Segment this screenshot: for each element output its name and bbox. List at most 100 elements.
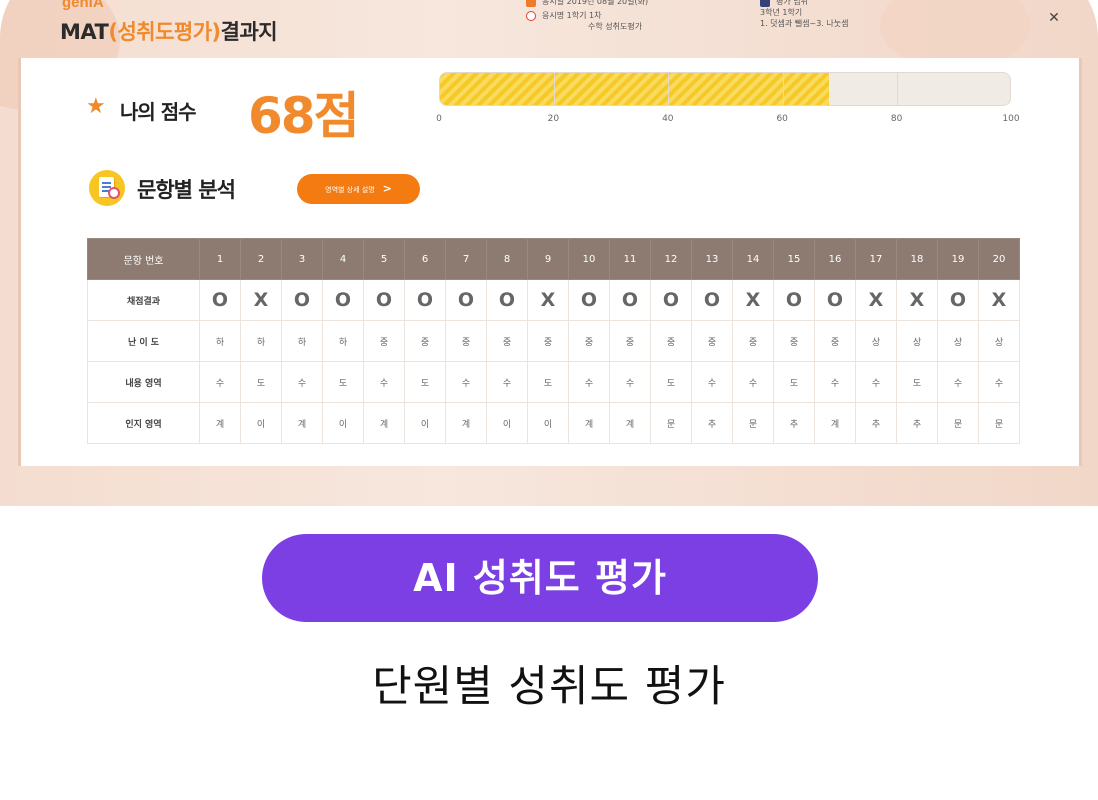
score-axis-tick: 40: [662, 114, 674, 124]
cognitive-area-cell: 이: [486, 402, 528, 444]
content-area-cell: 수: [568, 361, 610, 403]
question-number: 19: [937, 238, 979, 280]
content-area-cell: 수: [814, 361, 856, 403]
table-header-row: 문항 번호 1 2 3 4 5 6 7 8 9 10 11 12 13 14 15 16 17 18 19 20: [87, 238, 1020, 280]
table-header-label: 문항 번호: [87, 238, 200, 280]
result-mark: X: [240, 279, 282, 321]
difficulty-cell: 하: [322, 320, 364, 362]
analysis-title: 문항별 분석: [137, 178, 236, 202]
result-mark: O: [937, 279, 979, 321]
result-mark: O: [691, 279, 733, 321]
question-number: 7: [445, 238, 487, 280]
question-number: 18: [896, 238, 938, 280]
cognitive-area-cell: 계: [568, 402, 610, 444]
question-number: 10: [568, 238, 610, 280]
difficulty-cell: 상: [978, 320, 1020, 362]
question-number: 13: [691, 238, 733, 280]
difficulty-cell: 중: [773, 320, 815, 362]
chevron-right-icon: >: [382, 182, 392, 195]
content-area-cell: 수: [486, 361, 528, 403]
question-number: 20: [978, 238, 1020, 280]
result-paper: ★ 나의 점수 68점 0 20 40 60 80 100 문항별 분석 영역별 상세 설…: [18, 58, 1082, 466]
logo: genIA: [62, 0, 104, 11]
result-mark: O: [773, 279, 815, 321]
question-number: 5: [363, 238, 405, 280]
score-label: 나의 점수: [120, 100, 197, 124]
sheet-header: genIA MAT(성취도평가)결과지 응시일 2019년 08월 20일(화)…: [0, 0, 1098, 58]
cognitive-area-cell: 계: [281, 402, 323, 444]
question-number: 16: [814, 238, 856, 280]
content-area-cell: 도: [650, 361, 692, 403]
question-number: 8: [486, 238, 528, 280]
difficulty-cell: 상: [937, 320, 979, 362]
cognitive-area-cell: 이: [240, 402, 282, 444]
difficulty-cell: 하: [240, 320, 282, 362]
content-area-cell: 도: [240, 361, 282, 403]
content-area-cell: 수: [445, 361, 487, 403]
meta-scope: 평가 범위 3학년 1학기 1. 덧셈과 뺄셈~3. 나눗셈: [760, 0, 848, 29]
table-row-content-area: 내용 영역 수 도 수 도 수 도 수 수 도 수 수 도 수 수 도 수 수 도 수 수: [87, 361, 1020, 403]
question-number: 12: [650, 238, 692, 280]
title-prefix: MAT: [60, 20, 109, 44]
meta-scope-value1: 3학년 1학기: [760, 8, 803, 17]
result-mark: O: [281, 279, 323, 321]
content-area-cell: 도: [896, 361, 938, 403]
question-number: 4: [322, 238, 364, 280]
meta-date-text: 응시일 2019년 08월 20일(화): [542, 0, 649, 6]
cognitive-area-cell: 계: [609, 402, 651, 444]
cognitive-area-cell: 추: [855, 402, 897, 444]
meta-test-label: 응시명 1학기 1차: [542, 11, 602, 20]
cognitive-area-cell: 계: [199, 402, 241, 444]
difficulty-cell: 중: [691, 320, 733, 362]
close-icon[interactable]: ✕: [1048, 10, 1060, 26]
table-row-cognitive-area: 인지 영역 계 이 계 이 계 이 계 이 이 계 계 문 추 문 추 계 추 추 문 문: [87, 402, 1020, 444]
cognitive-area-cell: 이: [322, 402, 364, 444]
result-sheet-screenshot: genIA MAT(성취도평가)결과지 응시일 2019년 08월 20일(화)…: [0, 0, 1098, 506]
cognitive-area-cell: 문: [732, 402, 774, 444]
content-area-cell: 도: [773, 361, 815, 403]
meta-date: 응시일 2019년 08월 20일(화): [526, 0, 648, 7]
cognitive-area-cell: 계: [445, 402, 487, 444]
score-axis-tick: 20: [547, 114, 560, 124]
score-value: 68점: [248, 87, 360, 145]
cognitive-area-cell: 이: [404, 402, 446, 444]
difficulty-cell: 중: [404, 320, 446, 362]
difficulty-cell: 중: [609, 320, 651, 362]
title-suffix: 결과지: [220, 20, 278, 44]
content-area-cell: 수: [199, 361, 241, 403]
cognitive-area-cell: 추: [896, 402, 938, 444]
result-mark: O: [650, 279, 692, 321]
difficulty-cell: 중: [527, 320, 569, 362]
cognitive-area-cell: 이: [527, 402, 569, 444]
difficulty-cell: 중: [363, 320, 405, 362]
content-area-cell: 수: [363, 361, 405, 403]
result-mark: O: [322, 279, 364, 321]
result-mark: O: [486, 279, 528, 321]
question-number: 1: [199, 238, 241, 280]
cognitive-area-cell: 계: [814, 402, 856, 444]
question-analysis-table: 문항 번호 1 2 3 4 5 6 7 8 9 10 11 12 13 14 15 16 17 18 19 20 채점결…: [87, 238, 1020, 444]
difficulty-cell: 중: [568, 320, 610, 362]
meta-test-value: 수학 성취도평가: [588, 22, 643, 31]
magnifier-shape: [108, 187, 120, 199]
difficulty-cell: 하: [199, 320, 241, 362]
star-icon: ★: [86, 94, 106, 119]
result-mark: X: [527, 279, 569, 321]
content-area-cell: 수: [691, 361, 733, 403]
info-icon: [526, 10, 536, 21]
ai-assessment-badge: AI 성취도 평가: [262, 534, 818, 622]
meta-test: 응시명 1학기 1차 수학 성취도평가: [526, 10, 642, 32]
result-mark: O: [609, 279, 651, 321]
meta-scope-value2: 1. 덧셈과 뺄셈~3. 나눗셈: [760, 19, 849, 28]
meta-scope-label: 평가 범위: [776, 0, 808, 6]
sheet-title: MAT(성취도평가)결과지: [60, 16, 278, 46]
area-detail-button[interactable]: 영역별 상세 설명 >: [297, 174, 420, 204]
scope-icon: [760, 0, 770, 7]
result-mark: O: [445, 279, 487, 321]
row-label: 인지 영역: [87, 402, 200, 444]
area-detail-label: 영역별 상세 설명: [325, 186, 375, 194]
score-axis-tick: 100: [1002, 114, 1020, 124]
difficulty-cell: 중: [445, 320, 487, 362]
bar-divider: [783, 73, 784, 105]
content-area-cell: 도: [404, 361, 446, 403]
